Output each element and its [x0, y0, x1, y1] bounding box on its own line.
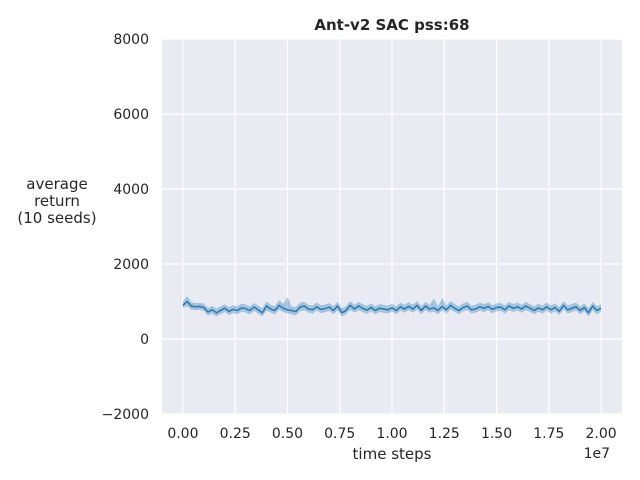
- x-tick-label: 0.75: [324, 426, 355, 442]
- y-axis-label-line-1: average: [26, 175, 87, 193]
- x-tick-label: 1.25: [429, 426, 460, 442]
- y-tick-label: 6000: [113, 107, 149, 123]
- y-axis-label-line-2: return: [34, 192, 80, 210]
- x-tick-label: 2.00: [586, 426, 617, 442]
- y-tick-labels: −2000 0 2000 4000 6000 8000: [102, 32, 149, 423]
- x-tick-label: 1.75: [533, 426, 564, 442]
- x-offset-label: 1e7: [584, 446, 610, 462]
- x-tick-label: 1.00: [376, 426, 407, 442]
- line-layer: [182, 300, 602, 314]
- x-tick-label: 0.50: [272, 426, 303, 442]
- x-tick-label: 0.00: [167, 426, 198, 442]
- y-tick-label: 4000: [113, 182, 149, 198]
- y-axis-label-line-3: (10 seeds): [17, 209, 96, 227]
- y-tick-label: −2000: [102, 407, 149, 423]
- y-tick-label: 0: [140, 332, 149, 348]
- confidence-band-0: [182, 295, 602, 317]
- x-axis-label: time steps: [353, 445, 432, 463]
- x-tick-label: 0.25: [220, 426, 251, 442]
- x-tick-labels: 0.00 0.25 0.50 0.75 1.00 1.25 1.50 1.75 2.00: [167, 426, 616, 442]
- series-line-0: [182, 300, 602, 314]
- x-tick-label: 1.50: [481, 426, 512, 442]
- y-tick-label: 2000: [113, 257, 149, 273]
- band-layer: [182, 295, 602, 317]
- chart-title: Ant-v2 SAC pss:68: [314, 16, 469, 34]
- y-tick-label: 8000: [113, 32, 149, 48]
- grid-lines: [162, 38, 622, 415]
